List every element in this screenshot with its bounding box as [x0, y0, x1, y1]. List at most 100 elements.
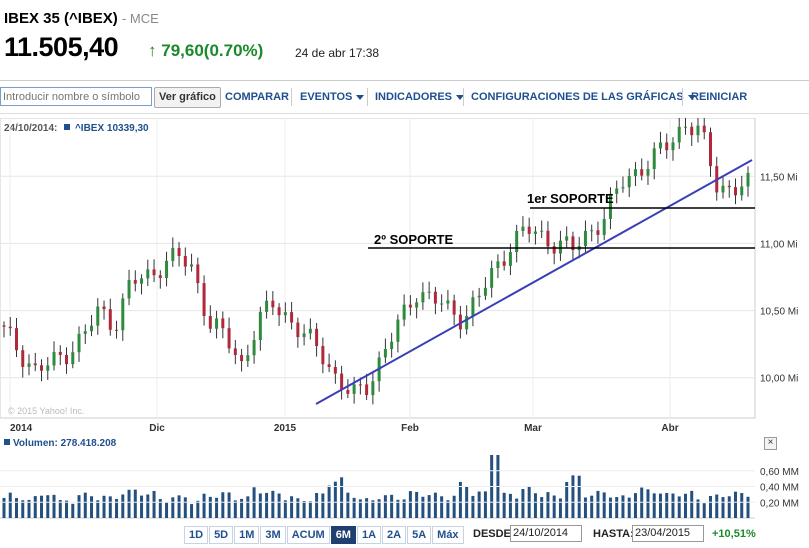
- volume-tick-label: 0,20 MM: [760, 498, 799, 509]
- candle-body: [52, 351, 56, 366]
- volume-bar: [427, 495, 431, 518]
- candle-body: [65, 354, 69, 365]
- time-tick-label: Feb: [401, 423, 419, 434]
- price-tick-label: 10,50 Mi: [760, 307, 798, 318]
- volume-bar: [258, 493, 262, 518]
- candle-body: [633, 169, 637, 176]
- candle-body: [415, 302, 419, 308]
- volume-bar: [652, 493, 656, 518]
- candle-body: [283, 312, 287, 316]
- range-1m[interactable]: 1M: [234, 526, 260, 544]
- candle-body: [115, 329, 119, 331]
- candle-body: [696, 125, 700, 136]
- volume-bar: [302, 501, 306, 518]
- reset-button[interactable]: REINICIAR: [691, 91, 748, 103]
- to-date-input[interactable]: 23/04/2015: [632, 525, 704, 542]
- volume-bar: [458, 481, 462, 518]
- indicators-menu[interactable]: INDICADORES: [375, 91, 465, 103]
- range-1d[interactable]: 1D: [184, 526, 209, 544]
- candle-body: [183, 255, 187, 267]
- price-chart[interactable]: 1er SOPORTE 2º SOPORTE © 2015 Yahoo! Inc…: [0, 118, 809, 538]
- volume-bar: [615, 497, 619, 518]
- volume-bar: [227, 492, 231, 518]
- candle-body: [408, 304, 412, 308]
- volume-bar: [546, 492, 550, 518]
- volume-bar: [315, 493, 319, 518]
- time-tick-label: Abr: [661, 423, 678, 434]
- legend-date: 24/10/2014:: [4, 123, 58, 134]
- chart-settings-menu[interactable]: CONFIGURACIONES DE LAS GRÁFICAS: [471, 91, 696, 103]
- range-2y[interactable]: 2A: [382, 526, 407, 544]
- candle-body: [352, 384, 356, 394]
- chart-frame: [0, 118, 756, 419]
- volume-bar: [65, 500, 69, 518]
- legend-symbol: ^IBEX 10339,30: [74, 123, 149, 134]
- range-ytd[interactable]: ACUM: [286, 526, 330, 544]
- candle-body: [546, 230, 550, 247]
- close-volume-icon[interactable]: ×: [764, 437, 777, 450]
- range-6m[interactable]: 6M: [330, 526, 356, 544]
- volume-bar: [577, 475, 581, 518]
- volume-bar: [202, 493, 206, 518]
- volume-bar: [390, 494, 394, 518]
- candle-body: [540, 230, 544, 232]
- volume-bar: [121, 494, 125, 518]
- candle-body: [521, 226, 525, 231]
- volume-bar: [83, 492, 87, 518]
- support-label-1: 1er SOPORTE: [527, 191, 614, 206]
- volume-label: Volumen: 278.418.208: [13, 438, 117, 449]
- candle-body: [308, 328, 312, 334]
- view-chart-button[interactable]: Ver gráfico: [154, 87, 221, 108]
- candle-body: [746, 172, 750, 187]
- settings-label: CONFIGURACIONES DE LAS GRÁFICAS: [471, 91, 684, 103]
- time-tick-label: Dic: [149, 423, 165, 434]
- candle-body: [127, 279, 131, 299]
- candle-body: [71, 352, 75, 365]
- from-date-input[interactable]: 24/10/2014: [510, 525, 582, 542]
- toolbar-divider: [367, 88, 368, 106]
- volume-bar: [21, 500, 25, 518]
- range-1y[interactable]: 1A: [356, 526, 382, 544]
- trendline: [315, 159, 753, 405]
- events-menu[interactable]: EVENTOS: [300, 91, 365, 103]
- up-arrow-icon: ↑: [148, 41, 157, 60]
- candle-body: [146, 269, 150, 279]
- volume-bar: [571, 475, 575, 518]
- volume-bar: [271, 490, 275, 518]
- range-5d[interactable]: 5D: [209, 526, 234, 544]
- range-3m[interactable]: 3M: [260, 526, 286, 544]
- volume-bar: [446, 500, 450, 518]
- candle-body: [365, 384, 369, 396]
- volume-bar: [383, 495, 387, 518]
- exchange-label: - MCE: [121, 11, 159, 26]
- volume-bar: [690, 490, 694, 518]
- chart-legend: 24/10/2014: ^IBEX 10339,30: [4, 123, 149, 134]
- dropdown-arrow-icon: [356, 94, 365, 100]
- volume-bar: [15, 498, 19, 518]
- volume-bar: [440, 496, 444, 518]
- price-tick-label: 11,50 Mi: [760, 172, 798, 183]
- compare-button[interactable]: COMPARAR: [225, 91, 289, 103]
- candle-body: [190, 264, 194, 267]
- volume-bar: [683, 493, 687, 518]
- range-5y[interactable]: 5A: [407, 526, 432, 544]
- volume-bar: [733, 491, 737, 518]
- candle-body: [258, 311, 262, 341]
- symbol-search-input[interactable]: [0, 87, 152, 106]
- volume-bar: [665, 492, 669, 518]
- volume-bar: [177, 495, 181, 518]
- candle-body: [702, 125, 706, 133]
- candle-body: [502, 261, 506, 266]
- range-max[interactable]: Máx: [432, 526, 464, 544]
- volume-bar: [377, 499, 381, 518]
- candle-body: [171, 247, 175, 261]
- volume-bar: [58, 500, 62, 518]
- volume-bar: [290, 496, 294, 518]
- candle-body: [583, 230, 587, 247]
- candle-body: [690, 126, 694, 136]
- time-axis: 2014 Dic 2015 Feb Mar Abr: [10, 423, 679, 434]
- candle-body: [133, 279, 137, 284]
- volume-bar: [471, 495, 475, 518]
- candle-body: [215, 318, 219, 329]
- candle-body: [402, 304, 406, 320]
